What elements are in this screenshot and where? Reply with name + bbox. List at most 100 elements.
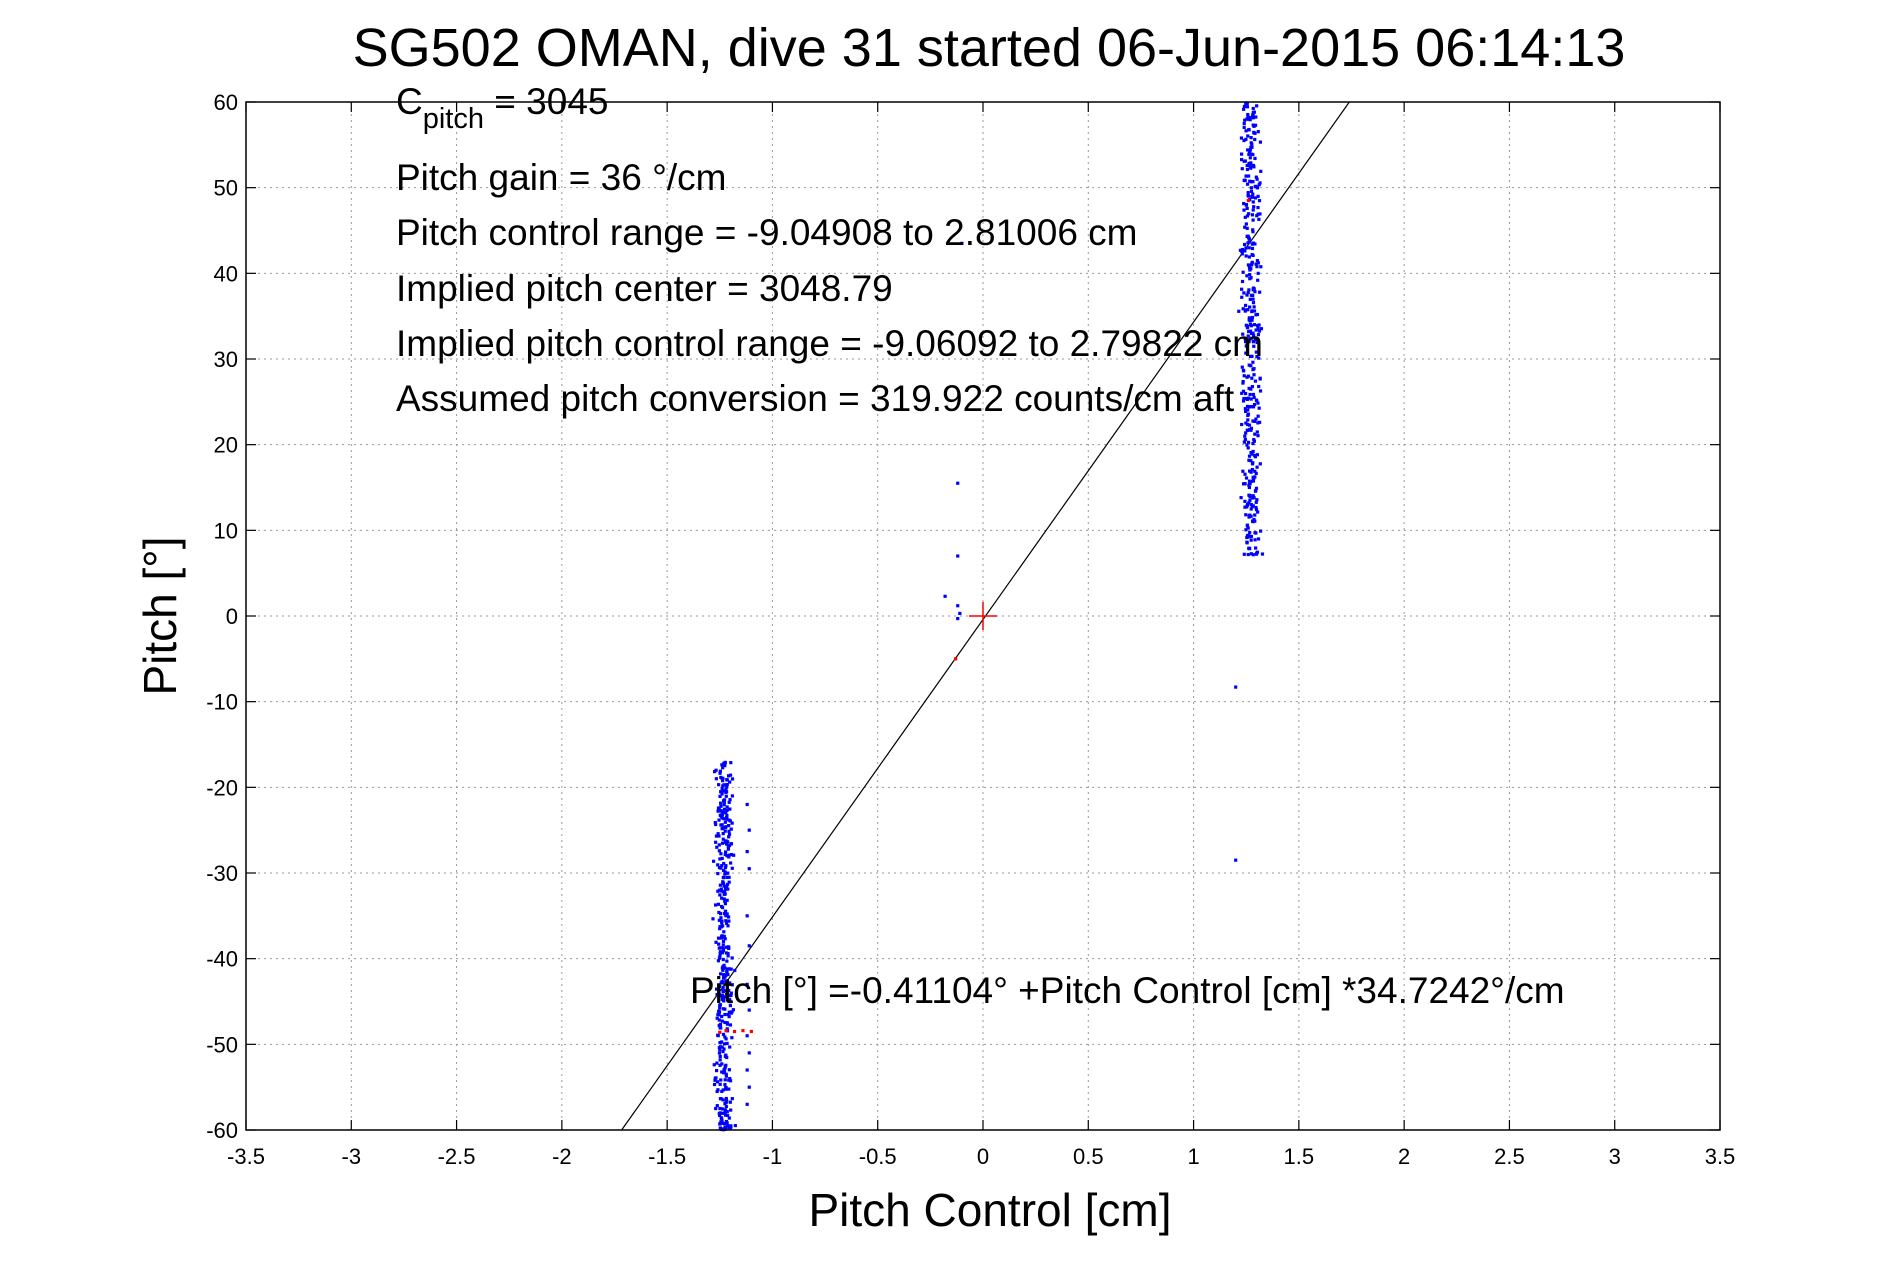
data-point [1253, 546, 1258, 550]
data-point [718, 1063, 722, 1067]
data-point [1254, 398, 1258, 402]
data-point [1254, 500, 1258, 504]
data-point [733, 1123, 737, 1128]
data-point [1252, 305, 1256, 309]
data-point [1251, 553, 1255, 557]
data-point [1255, 465, 1259, 469]
data-point [719, 790, 723, 794]
data-point [1255, 104, 1259, 108]
data-point [1248, 305, 1252, 309]
y-tick-label: 30 [214, 347, 238, 372]
x-tick-label: 0 [977, 1144, 989, 1169]
data-point [728, 1045, 732, 1049]
data-point [1253, 379, 1258, 383]
data-point [1241, 270, 1245, 274]
data-point [747, 1051, 751, 1055]
data-point [1248, 354, 1253, 359]
data-point [725, 875, 729, 880]
data-point [730, 794, 734, 798]
cpitch-annotation: Cpitch = 3045 [396, 81, 608, 135]
data-point [1245, 167, 1250, 172]
data-point [1251, 520, 1255, 524]
data-point [714, 834, 719, 838]
data-point [749, 1029, 753, 1034]
data-point [1242, 440, 1246, 444]
data-point [717, 918, 721, 922]
data-point [956, 616, 960, 621]
data-point [726, 1123, 730, 1128]
data-point [1244, 222, 1248, 226]
x-tick-label: 1.5 [1284, 1144, 1315, 1169]
data-point [723, 852, 727, 857]
data-point [718, 954, 722, 958]
data-point [1250, 467, 1254, 472]
data-point [724, 1100, 728, 1104]
data-point [1249, 180, 1254, 184]
data-point [727, 997, 731, 1002]
data-point [1249, 276, 1253, 280]
data-point [730, 852, 734, 857]
data-point [1249, 404, 1253, 409]
data-point [1256, 421, 1260, 425]
data-point [1240, 247, 1245, 252]
data-point [721, 1111, 725, 1115]
data-point [1256, 414, 1260, 418]
data-point [1249, 538, 1253, 542]
data-point [721, 789, 726, 793]
data-point [1243, 225, 1247, 229]
data-point [720, 896, 724, 900]
data-point [719, 972, 723, 976]
data-point [1253, 419, 1257, 424]
data-point [1251, 405, 1256, 409]
data-point [725, 842, 729, 846]
data-point [716, 809, 720, 813]
data-point [1248, 392, 1252, 397]
data-point [728, 1100, 732, 1104]
data-point [1257, 384, 1261, 389]
data-point [1248, 495, 1252, 499]
data-point [723, 975, 727, 979]
data-point [1247, 423, 1252, 427]
data-point [1248, 297, 1252, 301]
data-point [1251, 106, 1255, 111]
data-point [1250, 253, 1254, 257]
data-point [722, 1042, 727, 1046]
data-point [1245, 226, 1249, 230]
data-point [730, 956, 734, 960]
data-point [721, 946, 725, 950]
data-point [1244, 409, 1248, 414]
data-point [1242, 482, 1246, 486]
data-point [720, 1062, 724, 1066]
data-point [1252, 395, 1256, 400]
data-point [1246, 418, 1250, 422]
data-point [1243, 337, 1247, 341]
data-point [1240, 422, 1244, 427]
data-point [1255, 177, 1259, 181]
data-point [727, 1068, 731, 1072]
data-point [1250, 213, 1255, 217]
data-point [719, 866, 723, 870]
data-point [722, 1122, 727, 1126]
y-tick-label: -50 [206, 1032, 238, 1057]
data-point [1249, 552, 1253, 556]
data-point [733, 968, 737, 973]
data-point [1251, 228, 1255, 232]
data-point [1241, 469, 1245, 473]
data-point [723, 840, 727, 844]
x-tick-label: 1 [1187, 1144, 1199, 1169]
data-point [720, 919, 724, 923]
data-point [1244, 129, 1248, 133]
x-axis-label: Pitch Control [cm] [809, 1184, 1172, 1236]
data-point [1251, 367, 1255, 372]
data-point [1256, 434, 1260, 438]
data-point [1259, 265, 1263, 269]
data-point [1252, 165, 1256, 169]
data-point [712, 1082, 717, 1087]
data-point [722, 861, 726, 866]
data-point [954, 657, 958, 661]
data-point [730, 777, 735, 781]
data-point [714, 822, 718, 827]
data-point [723, 783, 727, 787]
data-point [717, 1051, 722, 1055]
data-point [724, 992, 729, 997]
